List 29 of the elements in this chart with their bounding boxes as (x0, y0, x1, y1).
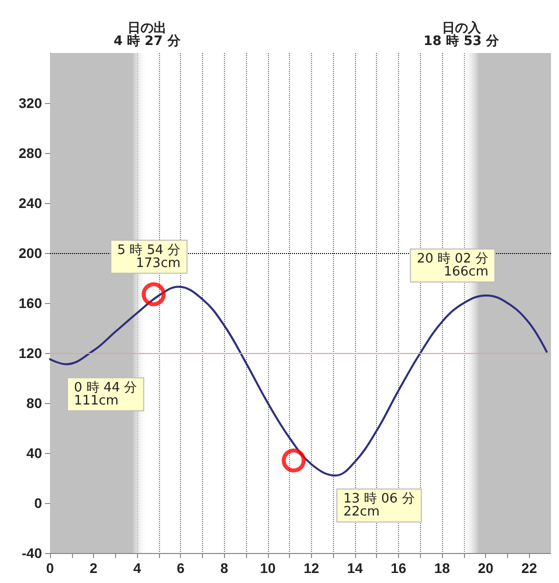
x-tick-label: 10 (260, 560, 276, 576)
y-tick-label: 200 (18, 245, 42, 261)
y-tick-label: 40 (26, 445, 42, 461)
x-tick-label: 18 (434, 560, 450, 576)
y-tick-label: 80 (26, 395, 42, 411)
y-tick-label: 320 (18, 95, 42, 111)
x-tick-label: 20 (478, 560, 494, 576)
x-tick-label: 8 (220, 560, 228, 576)
y-tick-label: -40 (22, 545, 42, 561)
y-tick-label: 120 (18, 345, 42, 361)
x-tick-label: 6 (176, 560, 185, 576)
x-tick-label: 4 (133, 560, 142, 576)
y-tick-label: 0 (34, 495, 42, 511)
band-label: 日の出 4 時 27 分 (114, 21, 182, 49)
x-tick-label: 22 (521, 560, 538, 576)
x-tick-label: 12 (304, 560, 320, 576)
x-tick-label: 0 (46, 560, 54, 576)
annotation: 20 時 02 分 166cm (416, 252, 488, 280)
y-tick-label: 280 (18, 145, 42, 161)
y-tick-label: 240 (18, 195, 42, 211)
line-series (49, 286, 548, 476)
annotation: 13 時 06 分 22cm (343, 492, 415, 520)
band-label: 日の入 18 時 53 分 (423, 20, 500, 49)
y-tick-label: 160 (18, 295, 42, 311)
x-tick-label: 16 (390, 560, 407, 576)
x-tick-label: 14 (347, 560, 363, 576)
annotation: 5 時 54 分 173cm (117, 242, 181, 271)
annotation: 0 時 44 分 111cm (74, 380, 138, 408)
x-tick-label: 2 (90, 560, 98, 576)
